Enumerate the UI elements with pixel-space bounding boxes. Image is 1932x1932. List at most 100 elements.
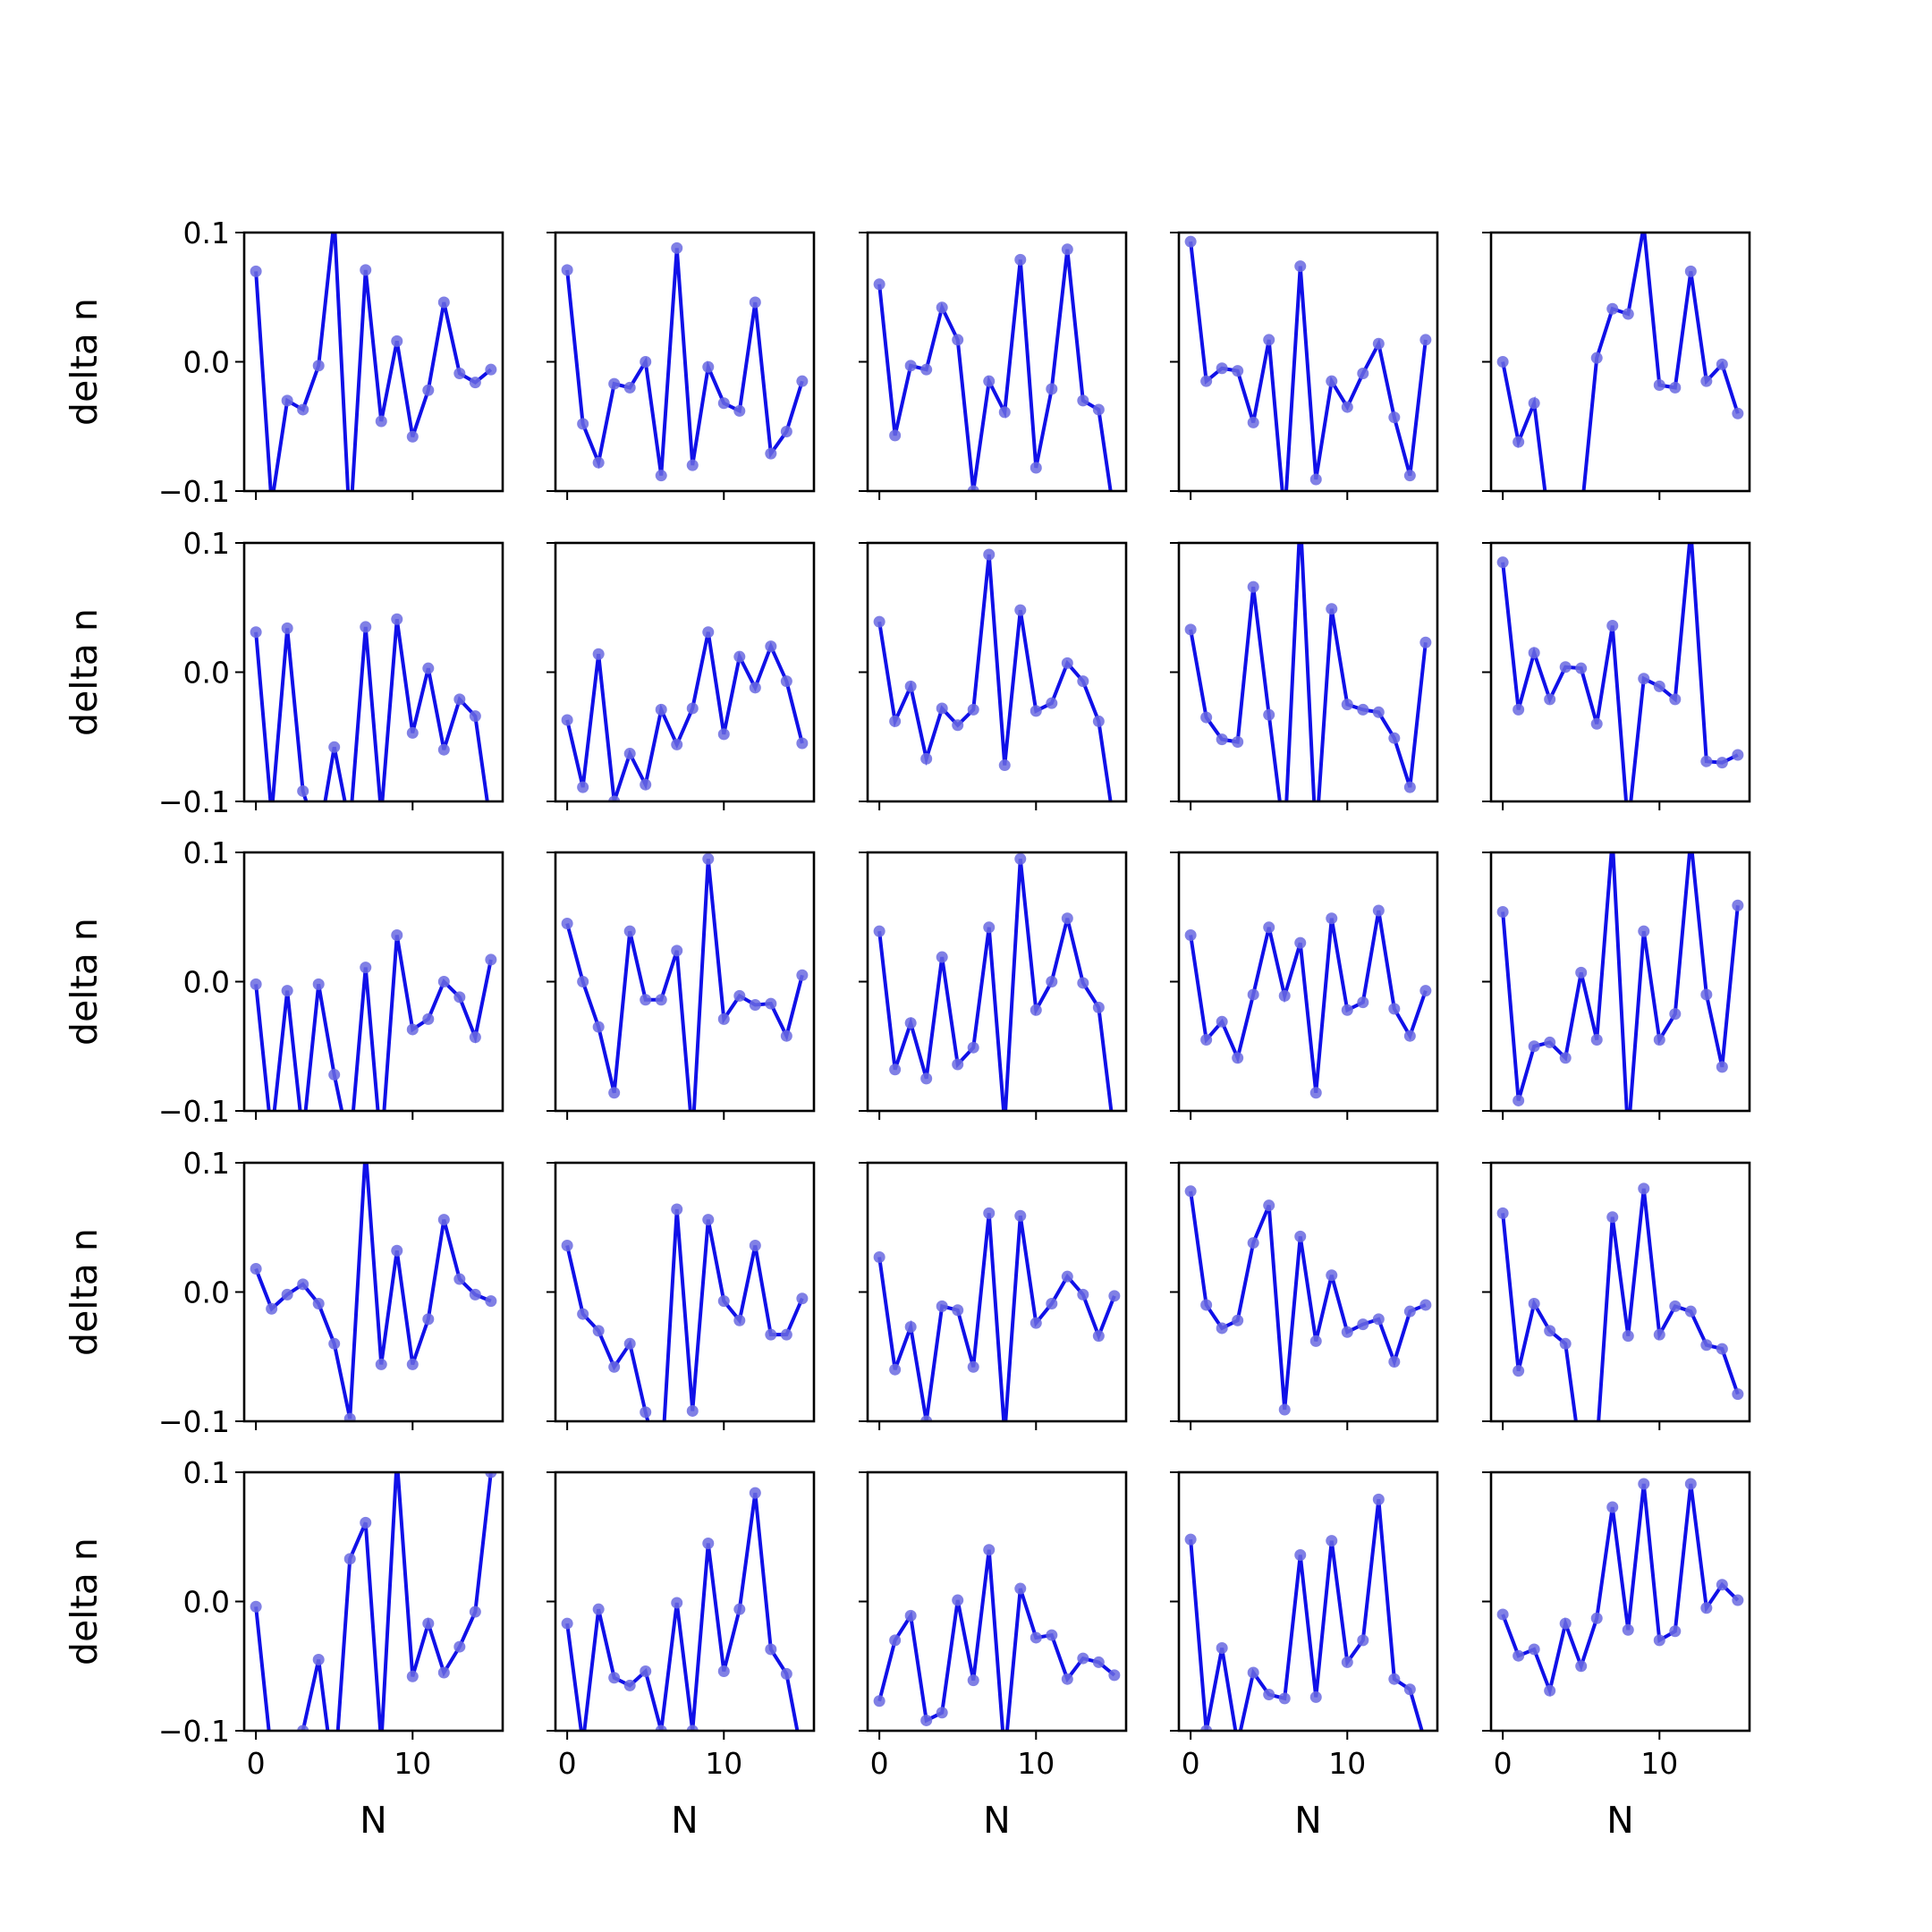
series-line bbox=[254, 1163, 492, 1419]
data-point bbox=[686, 702, 699, 715]
data-point bbox=[717, 1665, 730, 1678]
data-point bbox=[1294, 512, 1306, 523]
data-point bbox=[1403, 1030, 1416, 1042]
subplot-r3-c4 bbox=[1170, 851, 1439, 1120]
data-point bbox=[561, 714, 573, 726]
data-point bbox=[592, 1021, 605, 1033]
data-point bbox=[780, 426, 792, 438]
data-point bbox=[328, 1337, 341, 1350]
plot-area bbox=[1496, 1478, 1744, 1698]
data-point bbox=[1622, 308, 1634, 320]
data-point bbox=[1279, 835, 1291, 846]
data-point bbox=[297, 1278, 309, 1291]
x-axis-label: N bbox=[1294, 1799, 1322, 1842]
data-point bbox=[1341, 1326, 1353, 1338]
data-point bbox=[889, 715, 902, 727]
subplot-r5-c1: 0 10 −0.1 0.0 0.1 delta n N bbox=[63, 1455, 504, 1842]
x-tick-label: 10 bbox=[1328, 1746, 1366, 1781]
data-point bbox=[1061, 912, 1073, 925]
data-point bbox=[1700, 1602, 1713, 1614]
subplot-r4-c5 bbox=[1482, 1161, 1751, 1453]
data-point bbox=[406, 1023, 419, 1036]
axes-frame bbox=[1489, 231, 1751, 493]
data-point bbox=[733, 650, 746, 663]
x-tick-label: 0 bbox=[1182, 1746, 1200, 1781]
data-point bbox=[266, 809, 277, 820]
data-point bbox=[1030, 1317, 1042, 1329]
y-axis-label: delta n bbox=[63, 298, 106, 426]
data-point bbox=[608, 377, 621, 390]
data-point bbox=[250, 1600, 262, 1613]
data-point bbox=[983, 921, 996, 934]
data-point bbox=[1326, 912, 1338, 925]
data-point bbox=[1216, 733, 1228, 746]
data-point bbox=[1544, 1036, 1556, 1048]
data-point bbox=[343, 1412, 356, 1421]
data-point bbox=[608, 1360, 621, 1373]
data-point bbox=[983, 548, 996, 561]
data-point bbox=[1357, 368, 1369, 380]
y-tick-label: 0.1 bbox=[183, 835, 230, 870]
data-point bbox=[469, 1031, 481, 1044]
data-point bbox=[1357, 996, 1369, 1009]
data-point bbox=[1591, 1441, 1603, 1453]
data-point bbox=[391, 928, 403, 941]
data-point bbox=[1700, 755, 1713, 767]
data-point bbox=[1263, 1689, 1275, 1701]
subplot-r3-c2 bbox=[547, 851, 816, 1120]
data-point bbox=[1685, 834, 1697, 845]
data-point bbox=[998, 406, 1011, 419]
data-point bbox=[1653, 680, 1665, 692]
y-axis-label: delta n bbox=[63, 1538, 106, 1665]
data-point bbox=[406, 1358, 419, 1370]
data-point bbox=[655, 1724, 667, 1731]
data-point bbox=[391, 335, 403, 347]
data-point bbox=[655, 994, 667, 1006]
data-point bbox=[1030, 1631, 1042, 1644]
data-point bbox=[1278, 989, 1291, 1002]
data-point bbox=[1684, 1478, 1697, 1490]
data-point bbox=[873, 278, 886, 291]
data-point bbox=[1684, 265, 1697, 277]
data-point bbox=[422, 1313, 435, 1326]
data-point bbox=[1278, 1403, 1291, 1416]
plot-area bbox=[250, 233, 497, 491]
data-point bbox=[873, 925, 886, 937]
data-point bbox=[1716, 358, 1728, 370]
y-tick-label: 0.0 bbox=[183, 1585, 230, 1620]
data-point bbox=[1623, 821, 1634, 833]
data-point bbox=[1077, 1652, 1089, 1665]
plot-area bbox=[1184, 904, 1432, 1099]
data-point bbox=[1341, 699, 1353, 711]
data-point bbox=[1732, 1388, 1744, 1401]
data-point bbox=[376, 1738, 387, 1750]
data-point bbox=[952, 334, 964, 346]
data-point bbox=[1638, 220, 1649, 232]
axes-frame bbox=[554, 1470, 816, 1733]
data-point bbox=[1669, 1008, 1682, 1021]
data-point bbox=[1606, 619, 1619, 631]
series-line bbox=[1189, 241, 1428, 491]
data-point bbox=[608, 795, 621, 801]
data-point bbox=[453, 991, 466, 1004]
data-point bbox=[608, 1672, 621, 1684]
data-point bbox=[936, 301, 948, 314]
plot-area bbox=[250, 1163, 497, 1421]
y-tick-label: −0.1 bbox=[158, 474, 230, 509]
data-point bbox=[1528, 397, 1540, 410]
data-point bbox=[1184, 623, 1197, 636]
data-point bbox=[640, 778, 652, 791]
data-point bbox=[1623, 1131, 1634, 1142]
data-point bbox=[485, 953, 497, 966]
data-point bbox=[1216, 1642, 1228, 1655]
data-point bbox=[1590, 1612, 1603, 1624]
x-tick-label: 0 bbox=[558, 1746, 577, 1781]
data-point bbox=[1247, 580, 1259, 593]
data-point bbox=[344, 821, 356, 833]
data-point bbox=[765, 447, 777, 460]
data-point bbox=[920, 752, 933, 765]
data-point bbox=[1606, 1501, 1619, 1513]
data-point bbox=[655, 470, 667, 482]
y-tick-label: −0.1 bbox=[158, 1094, 230, 1129]
